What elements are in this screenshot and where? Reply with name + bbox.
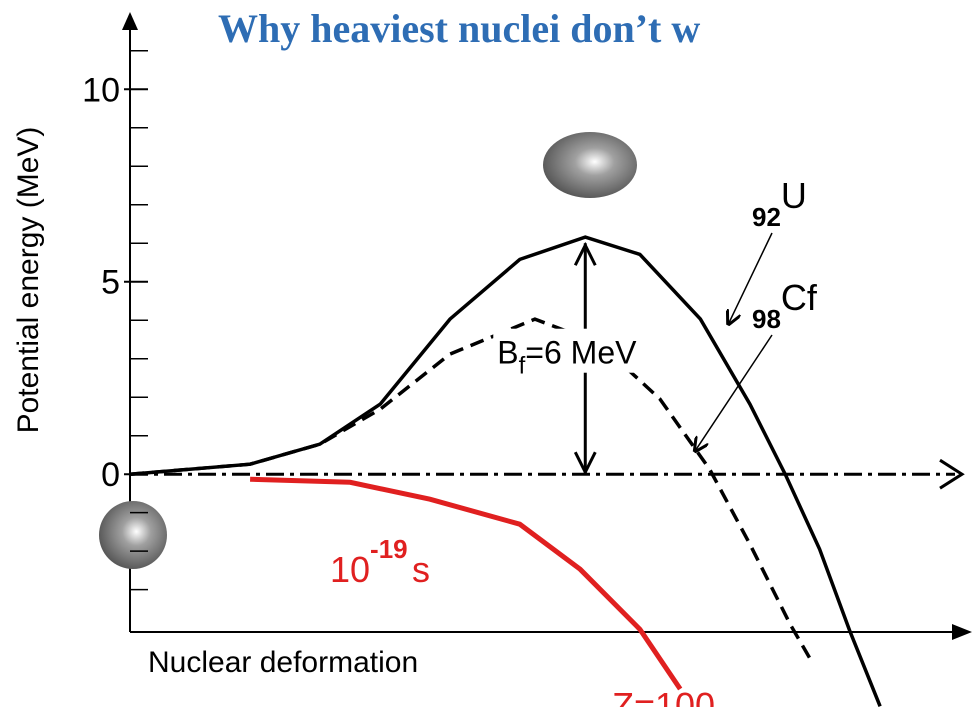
title: Why heaviest nuclei don’t w — [218, 6, 700, 51]
barrier-label-rest: =6 MeV — [525, 335, 637, 371]
series-label-prefix: 98 — [752, 304, 781, 334]
page: Why heaviest nuclei don’t w Potential en… — [0, 0, 974, 707]
y-axis-label: Potential energy (MeV) — [12, 127, 45, 434]
series-label-name: Z=100 — [612, 685, 715, 707]
series-label: Z=100 — [612, 685, 715, 707]
barrier-label-main: B — [497, 335, 518, 371]
curve — [130, 319, 810, 659]
series-label: 92U — [752, 175, 807, 232]
chart: Why heaviest nuclei don’t w Potential en… — [0, 0, 974, 707]
sphere-nucleus — [99, 501, 167, 569]
series-label-prefix: 92 — [752, 202, 781, 232]
time-base: 10 — [330, 549, 370, 590]
series-label-name: U — [781, 175, 807, 216]
time-exponent: -19 — [370, 534, 408, 564]
y-axis-arrow — [122, 12, 138, 30]
x-axis-label: Nuclear deformation — [148, 646, 418, 679]
time-unit: s — [412, 549, 430, 590]
pointer-line — [695, 335, 772, 451]
barrier-label: Bf=6 MeV — [497, 335, 637, 380]
y-tick-label: 0 — [101, 456, 120, 494]
series-label: 98Cf — [752, 277, 818, 334]
x-axis-arrow — [952, 624, 972, 640]
series-label-name: Cf — [781, 277, 818, 318]
y-tick-label: 5 — [101, 264, 120, 302]
y-tick-label: 10 — [82, 71, 120, 109]
deformed-nucleus — [543, 132, 637, 198]
